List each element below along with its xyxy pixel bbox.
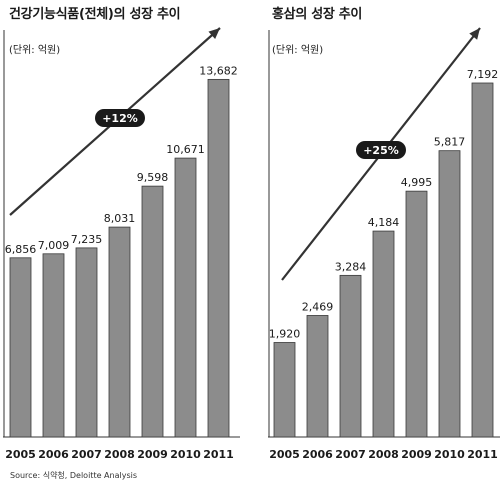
value-label-2009: 4,995 (401, 176, 433, 189)
bar-2011 (207, 78, 230, 438)
x-tick-label-2005: 2005 (269, 448, 300, 461)
x-tick-label-2007: 2007 (335, 448, 366, 461)
x-tick-label-2008: 2008 (104, 448, 135, 461)
bar-chart: 6,856 2005 7,009 2006 7,235 2007 8,031 2008 9,59… (3, 27, 240, 461)
bar-chart: 1,920 2005 2,469 2006 3,284 2007 4,184 2008 4,99… (268, 27, 500, 461)
x-tick-label-2005: 2005 (5, 448, 36, 461)
value-label-2010: 10,671 (166, 143, 205, 156)
value-label-2006: 7,009 (38, 239, 70, 252)
bar-2010 (174, 157, 197, 438)
value-label-2008: 8,031 (104, 212, 136, 225)
value-label-2006: 2,469 (302, 300, 334, 313)
x-tick-label-2009: 2009 (401, 448, 432, 461)
unit-label: (단위: 억원) (9, 45, 61, 56)
value-label-2009: 9,598 (137, 171, 169, 184)
bar-2008 (372, 230, 395, 438)
chart-title: 홍삼의 성장 추이 (272, 7, 363, 22)
value-label-2010: 5,817 (434, 136, 466, 149)
x-tick-label-2006: 2006 (302, 448, 333, 461)
value-label-2005: 6,856 (5, 243, 37, 256)
bar-2006 (42, 253, 65, 438)
bar-2011 (471, 82, 494, 438)
growth-badge (356, 141, 406, 159)
value-label-2011: 13,682 (199, 64, 238, 77)
chart-panel-health-food: 건강기능식품(전체)의 성장 추이 (단위: 억원) 6,856 2005 7,00… (0, 0, 250, 462)
bar-2009 (141, 185, 164, 438)
value-label-2007: 7,235 (71, 233, 103, 246)
trend-arrow-head-icon (469, 28, 480, 40)
trend-arrow-head-icon (208, 28, 220, 40)
unit-label: (단위: 억원) (272, 45, 324, 56)
bar-2005 (9, 257, 32, 438)
value-label-2005: 1,920 (269, 327, 301, 340)
bar-2010 (438, 150, 461, 438)
x-tick-label-2007: 2007 (71, 448, 102, 461)
value-label-2008: 4,184 (368, 216, 400, 229)
x-tick-label-2011: 2011 (467, 448, 498, 461)
x-tick-label-2011: 2011 (203, 448, 234, 461)
x-tick-label-2006: 2006 (38, 448, 69, 461)
growth-badge-label: +25% (363, 144, 399, 157)
value-label-2007: 3,284 (335, 260, 367, 273)
bar-2005 (273, 342, 296, 438)
growth-badge (95, 109, 145, 127)
x-tick-label-2010: 2010 (170, 448, 201, 461)
bar-2009 (405, 190, 428, 438)
x-tick-label-2008: 2008 (368, 448, 399, 461)
bar-2007 (339, 274, 362, 438)
chart-panel-red-ginseng: 홍삼의 성장 추이 (단위: 억원) 1,920 2005 2,469 2006 3,2… (268, 0, 500, 462)
chart-title: 건강기능식품(전체)의 성장 추이 (9, 7, 181, 22)
bar-2006 (306, 315, 329, 438)
source-note: Source: 식약청, Deloitte Analysis (10, 471, 138, 480)
x-tick-label-2010: 2010 (434, 448, 465, 461)
growth-badge-label: +12% (102, 112, 138, 125)
bar-2008 (108, 226, 131, 438)
value-label-2011: 7,192 (467, 68, 499, 81)
bar-2007 (75, 247, 98, 438)
x-tick-label-2009: 2009 (137, 448, 168, 461)
